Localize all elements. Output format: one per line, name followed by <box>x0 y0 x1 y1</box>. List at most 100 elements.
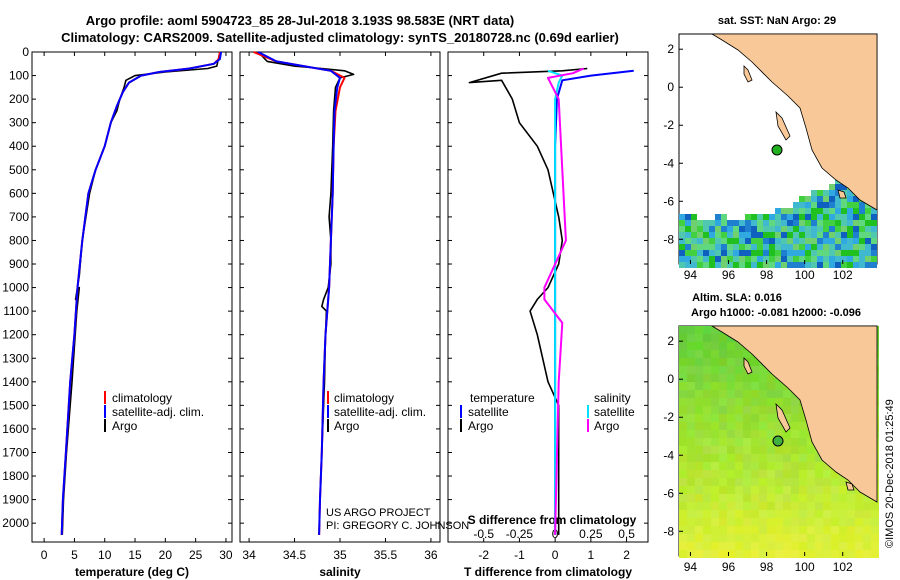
sla-pixel <box>719 342 727 350</box>
map-y-tick-label: -4 <box>663 156 674 170</box>
sla-pixel <box>711 486 719 494</box>
sla-pixel <box>735 502 743 510</box>
y-tick-label: 100 <box>9 69 29 83</box>
sst-pixel <box>793 214 799 220</box>
sst-pixel <box>811 262 817 268</box>
sla-pixel <box>695 390 703 398</box>
sst-pixel <box>733 232 739 238</box>
sla-pixel <box>783 406 791 414</box>
sla-pixel <box>791 550 799 558</box>
sla-pixel <box>783 494 791 502</box>
sst-pixel <box>745 214 751 220</box>
sla-pixel <box>735 438 743 446</box>
map-x-tick-label: 96 <box>722 268 736 282</box>
y-tick-label: 500 <box>9 163 29 177</box>
sla-pixel <box>711 406 719 414</box>
sst-pixel <box>859 220 865 226</box>
sla-pixel <box>783 478 791 486</box>
sst-pixel <box>817 262 823 268</box>
sla-pixel <box>687 414 695 422</box>
sst-pixel <box>757 214 763 220</box>
sla-pixel <box>679 550 687 558</box>
sst-pixel <box>793 220 799 226</box>
sla-pixel <box>743 438 751 446</box>
sst-island-nias <box>743 65 753 83</box>
sst-pixel <box>805 196 811 202</box>
sla-pixel <box>783 550 791 558</box>
sla-pixel <box>695 518 703 526</box>
sst-pixel <box>775 226 781 232</box>
sla-pixel <box>759 550 767 558</box>
sst-pixel <box>805 250 811 256</box>
sst-pixel <box>775 232 781 238</box>
sst-pixel <box>721 262 727 268</box>
sst-pixel <box>715 214 721 220</box>
x2-tick-label: 0.5 <box>618 527 635 541</box>
sla-pixel <box>743 430 751 438</box>
sla-pixel <box>823 518 831 526</box>
sst-pixel <box>823 256 829 262</box>
sla-pixel <box>711 422 719 430</box>
y-tick-label: 1700 <box>2 445 29 459</box>
sla-pixel <box>687 406 695 414</box>
sst-pixel <box>787 262 793 268</box>
sla-pixel <box>759 462 767 470</box>
sla-pixel <box>767 422 775 430</box>
sst-pixel <box>829 262 835 268</box>
sst-pixel <box>793 208 799 214</box>
sla-pixel <box>807 502 815 510</box>
sla-pixel <box>735 510 743 518</box>
sla-pixel <box>743 374 751 382</box>
sst-pixel <box>787 226 793 232</box>
sla-pixel <box>855 526 863 534</box>
sla-pixel <box>823 486 831 494</box>
sla-pixel <box>727 374 735 382</box>
sst-pixel <box>865 244 871 250</box>
sla-pixel <box>719 454 727 462</box>
sla-pixel <box>679 534 687 542</box>
sla-pixel <box>719 374 727 382</box>
sst-pixel <box>859 226 865 232</box>
sst-pixel <box>811 226 817 232</box>
sst-pixel <box>841 202 847 208</box>
sst-pixel <box>823 196 829 202</box>
sst-pixel <box>769 250 775 256</box>
sla-pixel <box>839 510 847 518</box>
sst-pixel <box>793 226 799 232</box>
sst-pixel <box>847 262 853 268</box>
sst-pixel <box>709 226 715 232</box>
sla-pixel <box>735 446 743 454</box>
sla-pixel <box>783 454 791 462</box>
sla-pixel <box>775 502 783 510</box>
sla-pixel <box>799 550 807 558</box>
sla-pixel <box>703 422 711 430</box>
sla-pixel <box>687 422 695 430</box>
sla-pixel <box>687 478 695 486</box>
sst-pixel <box>709 256 715 262</box>
sla-pixel <box>687 454 695 462</box>
sst-pixel <box>739 250 745 256</box>
sst-pixel <box>787 208 793 214</box>
sla-pixel <box>727 366 735 374</box>
sla-pixel <box>711 526 719 534</box>
sla-pixel <box>703 502 711 510</box>
sla-pixel <box>767 438 775 446</box>
sst-pixel <box>823 214 829 220</box>
sla-pixel <box>775 470 783 478</box>
legend-s-satellite-label: satellite <box>594 405 635 419</box>
sla-pixel <box>799 526 807 534</box>
sst-pixel <box>733 220 739 226</box>
sst-pixel <box>703 226 709 232</box>
sla-pixel <box>807 534 815 542</box>
sla-pixel <box>703 446 711 454</box>
series-temperature-argo <box>468 67 588 535</box>
sla-pixel <box>807 494 815 502</box>
sla-pixel <box>711 366 719 374</box>
difference-panel: -2 -1 0 1 2 T difference from climatology -0.5… <box>447 51 649 579</box>
sla-pixel <box>679 358 687 366</box>
sla-pixel <box>727 518 735 526</box>
sla-pixel <box>815 462 823 470</box>
sla-pixel <box>783 438 791 446</box>
sst-pixel <box>703 232 709 238</box>
sla-pixel <box>775 390 783 398</box>
